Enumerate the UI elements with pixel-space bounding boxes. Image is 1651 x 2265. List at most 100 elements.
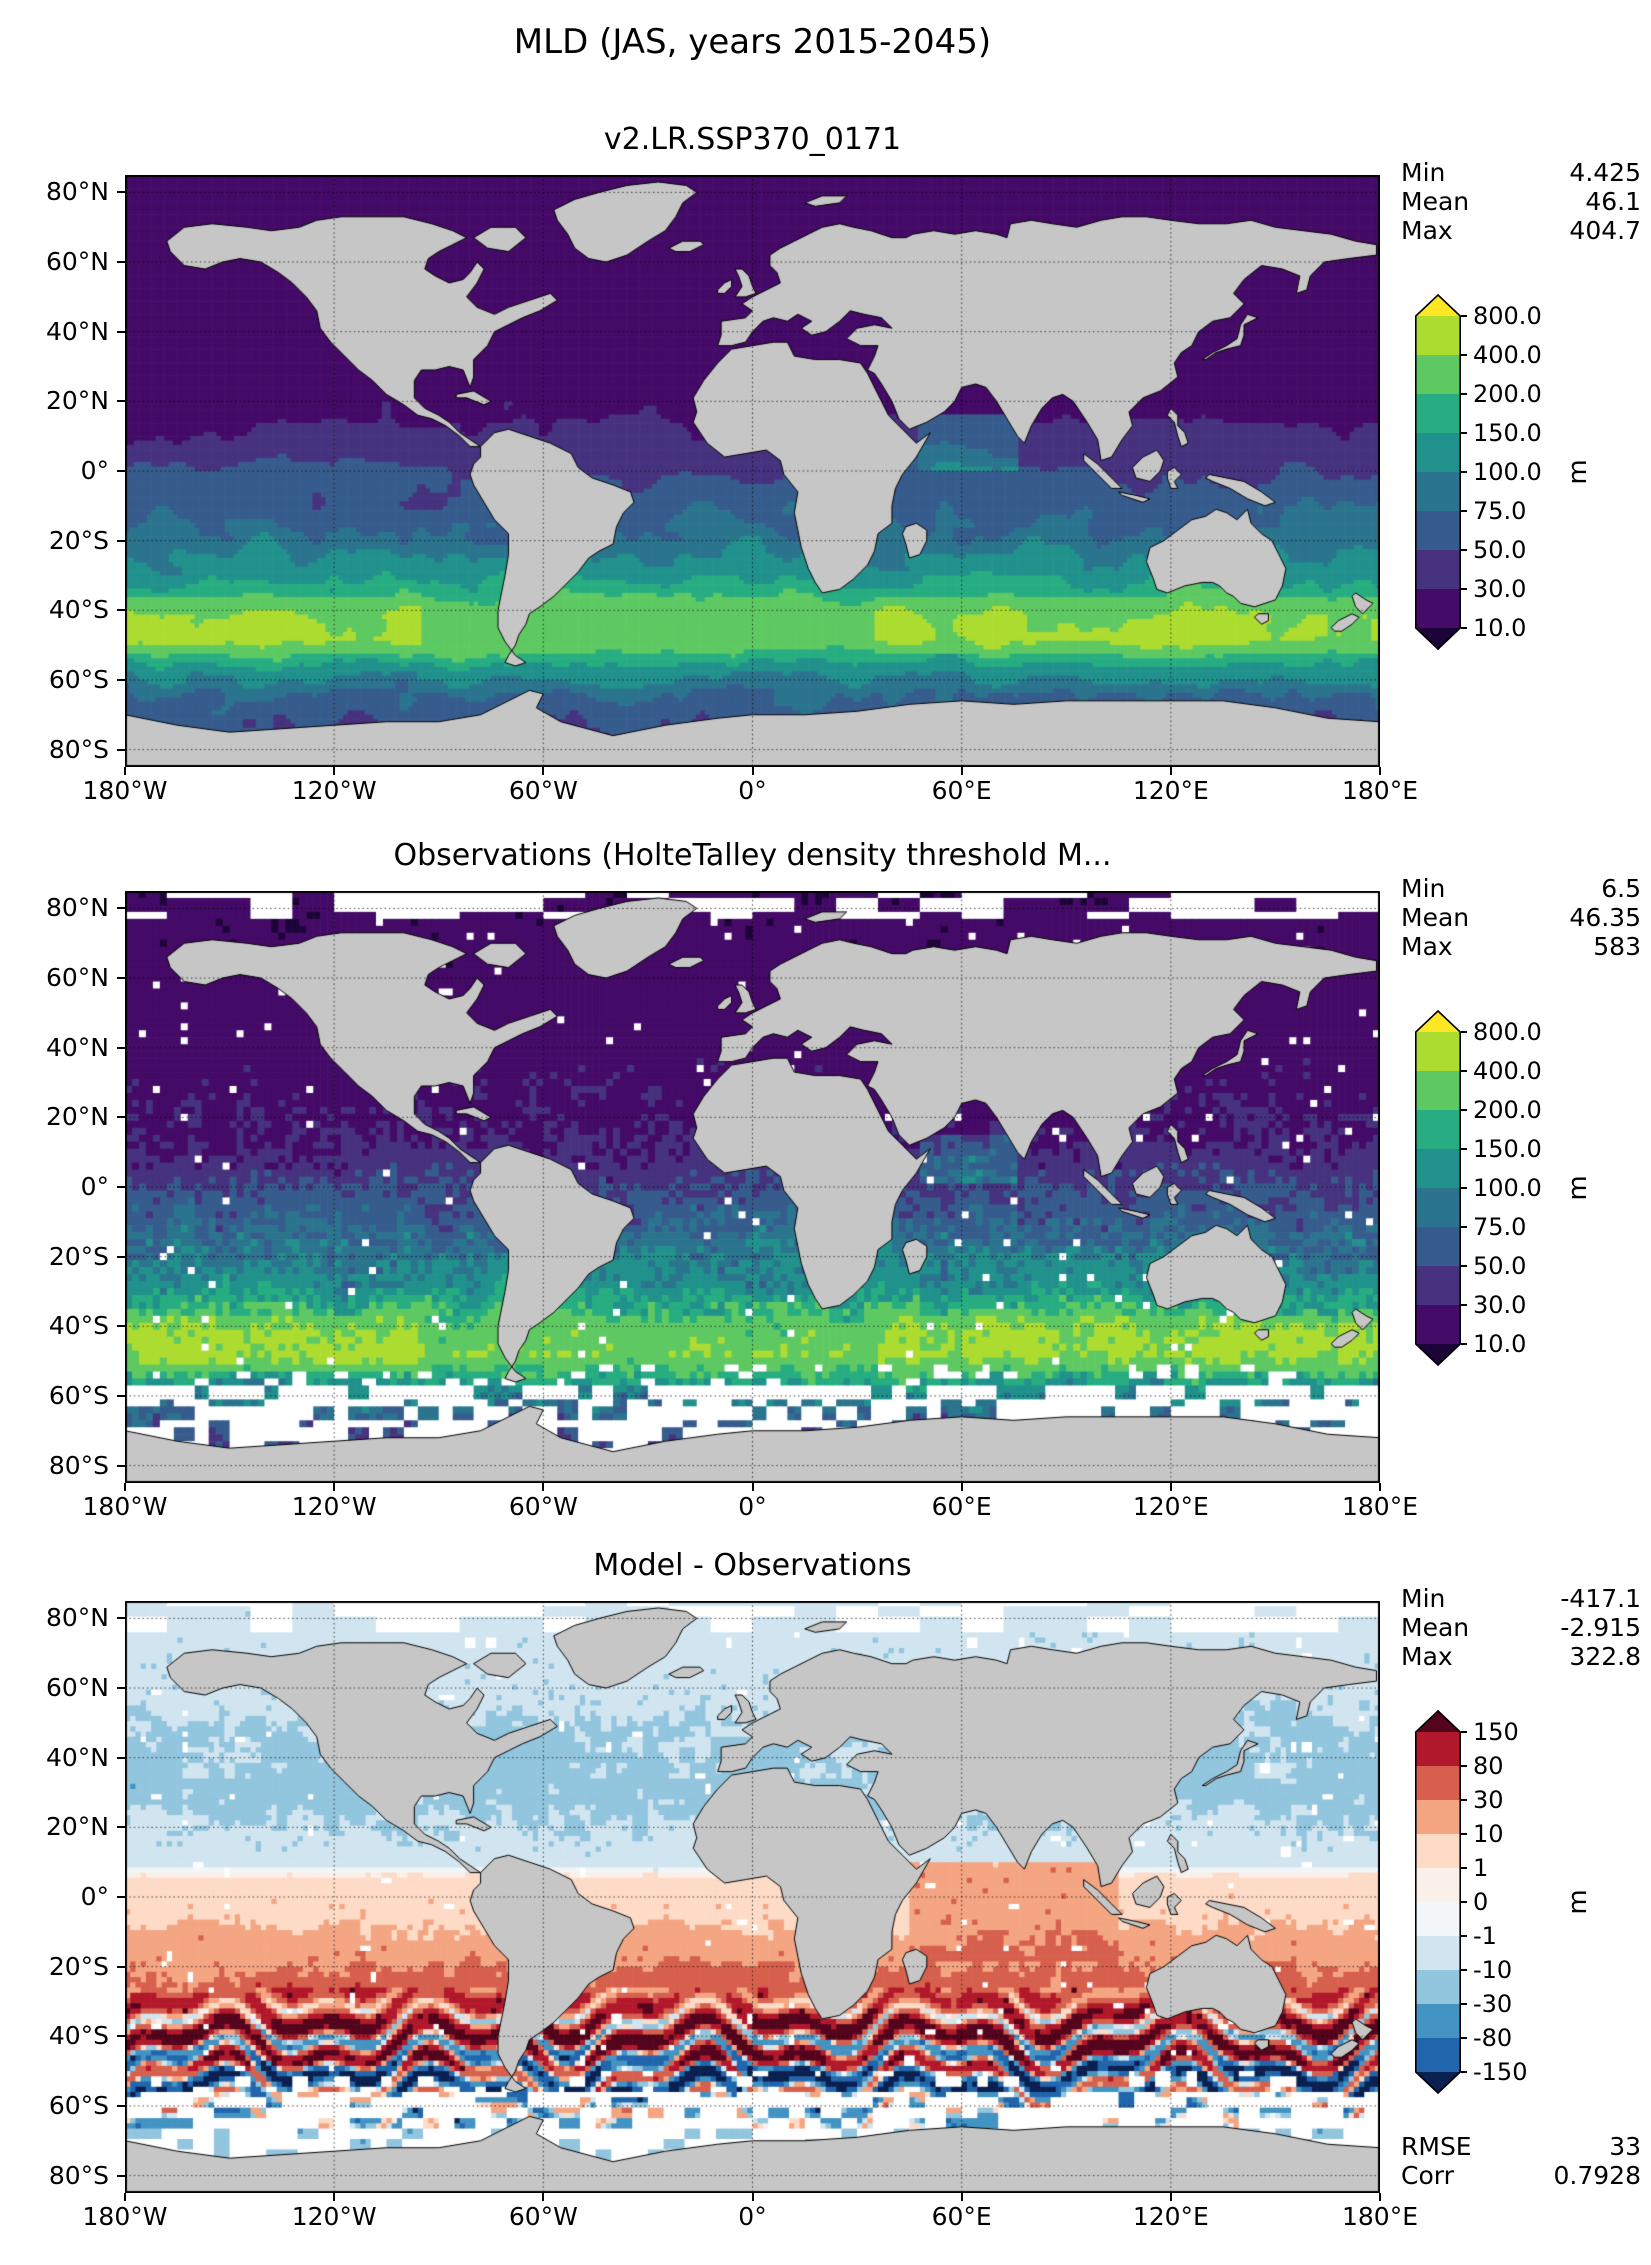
lat-tick-label: 0° — [80, 456, 109, 485]
skill-stats-block: RMSE 33 Corr 0.7928 — [1401, 2132, 1641, 2190]
colorbar-tick — [1461, 1765, 1467, 1767]
colorbar-tick — [1461, 1304, 1467, 1306]
lat-tick-label: 40°S — [48, 595, 109, 625]
colorbar-tick-label: 75.0 — [1473, 1213, 1527, 1241]
lat-axis-tick — [117, 1826, 125, 1829]
lon-tick-label: 180°E — [1341, 1492, 1418, 1521]
stat-row: Max 322.8 — [1401, 1642, 1641, 1671]
lon-tick-label: 120°W — [291, 2202, 377, 2231]
stat-row: RMSE 33 — [1401, 2132, 1641, 2161]
stat-value: 46.1 — [1585, 187, 1641, 216]
colorbar-tick — [1461, 1799, 1467, 1801]
lat-axis-tick — [117, 748, 125, 751]
colorbar-tick — [1461, 1969, 1467, 1971]
lon-axis-tick — [751, 2193, 754, 2201]
colorbar-tick — [1461, 588, 1467, 590]
colorbar-tick-label: 1 — [1473, 1854, 1489, 1882]
colorbar-tick-label: -10 — [1473, 1956, 1513, 1984]
lat-tick-label: 80°S — [48, 734, 109, 764]
colorbar-tick — [1461, 2003, 1467, 2005]
lat-tick-label: 60°S — [48, 1380, 109, 1410]
stat-value: -2.915 — [1560, 1613, 1641, 1642]
colorbar-tick — [1461, 393, 1467, 395]
lat-tick-label: 20°S — [48, 525, 109, 555]
lon-tick-label: 120°E — [1132, 1492, 1209, 1521]
stat-row: Min -417.1 — [1401, 1584, 1641, 1613]
stat-value: 0.7928 — [1553, 2161, 1641, 2190]
colorbar-swatch — [1415, 1010, 1461, 1366]
colorbar-unit-label: m — [1563, 459, 1593, 485]
colorbar-tick-label: 100.0 — [1473, 1174, 1542, 1202]
lat-axis-tick — [117, 977, 125, 980]
lat-axis-tick — [117, 678, 125, 681]
stat-row: Max 583 — [1401, 932, 1641, 961]
stat-label: RMSE — [1401, 2132, 1472, 2161]
lon-axis-tick — [333, 2193, 336, 2201]
lat-tick-label: 80°S — [48, 2160, 109, 2190]
lat-tick-label: 0° — [80, 1172, 109, 1201]
colorbar-tick-label: 150.0 — [1473, 1135, 1542, 1163]
colorbar-tick-label: 800.0 — [1473, 302, 1542, 330]
colorbar-unit-label: m — [1563, 1889, 1593, 1915]
colorbar-tick — [1461, 471, 1467, 473]
lat-tick-label: 80°N — [45, 1603, 109, 1633]
lat-tick-label: 40°N — [45, 1032, 109, 1062]
lat-axis-tick — [117, 1756, 125, 1759]
stat-value: 322.8 — [1569, 1642, 1641, 1671]
world-map-difference — [125, 1601, 1380, 2193]
colorbar-tick — [1461, 1265, 1467, 1267]
colorbar-tick-label: -1 — [1473, 1922, 1497, 1950]
stat-value: 33 — [1609, 2132, 1641, 2161]
lon-tick-label: 180°W — [82, 2202, 168, 2231]
colorbar-tick-label: 75.0 — [1473, 497, 1527, 525]
colorbar-tick-label: 400.0 — [1473, 1057, 1542, 1085]
lat-tick-label: 80°S — [48, 1450, 109, 1480]
lon-axis-tick — [1169, 767, 1172, 775]
colorbar-swatch — [1415, 294, 1461, 650]
lon-tick-label: 120°W — [291, 776, 377, 805]
colorbar-tick-label: 50.0 — [1473, 536, 1527, 564]
lon-axis-tick — [751, 1483, 754, 1491]
colorbar-tick-label: 200.0 — [1473, 1096, 1542, 1124]
lon-tick-label: 60°E — [931, 776, 992, 805]
lat-axis-tick — [117, 1046, 125, 1049]
figure-title: MLD (JAS, years 2015-2045) — [513, 22, 992, 62]
lat-axis-tick — [117, 609, 125, 612]
stat-value: 6.5 — [1601, 874, 1641, 903]
stat-row: Corr 0.7928 — [1401, 2161, 1641, 2190]
stat-label: Mean — [1401, 903, 1470, 932]
lat-tick-label: 80°N — [45, 893, 109, 923]
colorbar-tick — [1461, 1226, 1467, 1228]
lat-axis-tick — [117, 400, 125, 403]
colorbar-tick — [1461, 1031, 1467, 1033]
lon-axis-tick — [1169, 2193, 1172, 2201]
lon-axis-tick — [124, 767, 126, 775]
lon-axis-tick — [542, 1483, 545, 1491]
panel-observations: Observations (HolteTalley density thresh… — [0, 838, 1651, 1558]
stat-label: Max — [1401, 216, 1453, 245]
lat-tick-label: 20°N — [45, 386, 109, 416]
lat-axis-tick — [117, 2174, 125, 2177]
lat-tick-label: 20°N — [45, 1812, 109, 1842]
lon-axis-tick — [960, 767, 963, 775]
colorbar-tick — [1461, 1935, 1467, 1937]
lat-axis-tick — [117, 1255, 125, 1258]
lat-tick-label: 20°N — [45, 1102, 109, 1132]
lon-tick-label: 120°E — [1132, 2202, 1209, 2231]
colorbar-tick-label: -30 — [1473, 1990, 1513, 2018]
stat-label: Min — [1401, 158, 1446, 187]
panel-title: v2.LR.SSP370_0171 — [603, 122, 902, 157]
colorbar-tick-label: 80 — [1473, 1752, 1504, 1780]
lat-tick-label: 60°S — [48, 2090, 109, 2120]
lat-axis-tick — [117, 907, 125, 910]
colorbar: 150 80 30 10 1 0 -1 -10 -30 -80 -150 — [1415, 1710, 1651, 2094]
lon-tick-label: 0° — [738, 776, 767, 805]
stats-block: Min 4.425 Mean 46.1 Max 404.7 — [1401, 158, 1641, 245]
lat-axis-tick — [117, 1394, 125, 1397]
lat-axis-tick — [117, 1965, 125, 1968]
panel-model: v2.LR.SSP370_0171 80°N 60°N 40°N 20°N 0° 20°S… — [0, 122, 1651, 842]
lat-axis-tick — [117, 2104, 125, 2107]
lon-tick-label: 60°E — [931, 2202, 992, 2231]
lat-tick-label: 80°N — [45, 177, 109, 207]
colorbar-tick — [1461, 1833, 1467, 1835]
